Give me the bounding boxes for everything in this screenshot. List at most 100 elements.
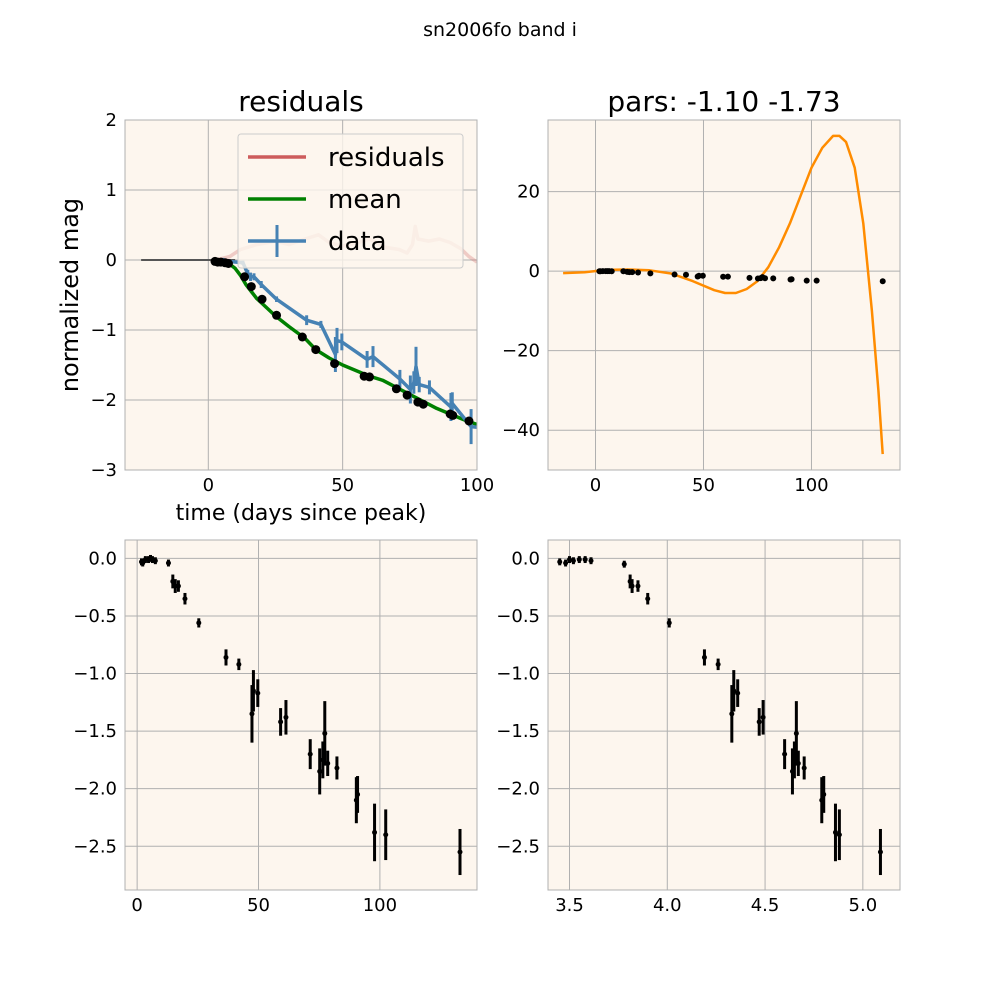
- data-point: [152, 558, 158, 564]
- y-tick-label: 1: [106, 180, 117, 201]
- data-point: [255, 690, 261, 696]
- plot-area: [548, 120, 900, 470]
- axes-frame: [124, 539, 478, 891]
- data-point: [720, 273, 727, 280]
- data-point: [699, 272, 706, 279]
- data-point: [671, 271, 678, 278]
- y-tick-label: −0.5: [73, 606, 117, 627]
- data-point: [756, 719, 762, 725]
- data-point: [334, 765, 340, 771]
- axes-frame: [124, 119, 478, 471]
- plot-content: [139, 554, 463, 876]
- legend-label-residuals: residuals: [328, 143, 445, 173]
- y-tick-label: −20: [502, 341, 540, 362]
- data-point: [317, 768, 323, 774]
- y-axis-label: normalized mag: [56, 198, 84, 392]
- data-point: [250, 688, 256, 694]
- data-point: [567, 557, 573, 563]
- data-point: [682, 271, 689, 278]
- x-tick-label: 50: [692, 475, 715, 496]
- y-tick-label: −2: [90, 390, 117, 411]
- axes-frame: [547, 119, 901, 471]
- data-point: [322, 730, 328, 736]
- data-point: [457, 849, 463, 855]
- data-point: [278, 719, 284, 725]
- y-tick-label: −1.5: [73, 721, 117, 742]
- data-point: [813, 277, 820, 284]
- y-tick-label: −1.0: [496, 664, 540, 685]
- data-point: [770, 275, 777, 282]
- data-point: [879, 278, 886, 285]
- sample-point: [365, 372, 375, 382]
- sample-point: [418, 399, 428, 409]
- data-point: [588, 558, 594, 564]
- y-tick-label: 0.0: [511, 548, 540, 569]
- y-tick-label: −3: [90, 460, 117, 481]
- data-point: [803, 277, 810, 284]
- x-tick-label: 5.0: [849, 895, 878, 916]
- sample-point: [272, 310, 282, 320]
- sample-point: [223, 259, 233, 268]
- y-tick-label: −1: [90, 320, 117, 341]
- legend: residuals mean data: [237, 133, 464, 269]
- data-point: [715, 661, 721, 667]
- data-point: [645, 596, 651, 602]
- data-point: [729, 711, 735, 717]
- sample-point: [257, 294, 267, 304]
- data-point: [576, 557, 582, 563]
- data-point: [175, 583, 181, 589]
- y-tick-label: 0.0: [88, 548, 117, 569]
- data-point: [821, 791, 827, 797]
- y-tick-label: −1.0: [73, 664, 117, 685]
- data-point: [608, 268, 615, 275]
- subplot-2: 0 50 100 −40 −20 0 20 pars: -1.10 -1.73: [502, 85, 901, 496]
- data-point: [582, 557, 588, 563]
- x-tick-label: 4.0: [653, 895, 682, 916]
- data-point: [182, 596, 188, 602]
- x-tick-label: 100: [363, 895, 397, 916]
- data-point: [731, 688, 737, 694]
- data-point: [836, 832, 842, 838]
- x-tick-label: 100: [460, 475, 494, 496]
- subplot-title: pars: -1.10 -1.73: [607, 85, 840, 118]
- y-tick-label: 0: [106, 250, 117, 271]
- data-point: [701, 654, 707, 660]
- data-point: [795, 760, 801, 766]
- data-point: [635, 269, 642, 276]
- data-point: [629, 269, 636, 276]
- data-point: [621, 561, 627, 567]
- plot-content: [563, 134, 886, 455]
- plot-content: [557, 556, 883, 876]
- y-tick-label: −2.5: [496, 836, 540, 857]
- legend-box: [237, 133, 464, 269]
- x-tick-label: 0: [203, 475, 214, 496]
- x-tick-label: 100: [794, 475, 828, 496]
- data-point: [563, 560, 569, 566]
- data-point: [325, 760, 331, 766]
- data-point: [196, 620, 202, 626]
- data-point: [283, 714, 289, 720]
- x-tick-label: 50: [331, 475, 354, 496]
- legend-label-data: data: [328, 227, 387, 257]
- legend-label-mean: mean: [328, 185, 402, 215]
- data-point: [762, 275, 769, 282]
- subplot-3: 0 50 100 −2.5 −2.0 −1.5 −1.0 −0.5 0.0: [73, 539, 478, 916]
- data-point: [307, 751, 313, 757]
- data-point: [629, 583, 635, 589]
- data-point: [801, 765, 807, 771]
- data-point: [760, 714, 766, 720]
- y-tick-label: 0: [529, 261, 540, 282]
- data-point: [236, 661, 242, 667]
- data-point: [570, 558, 576, 564]
- sample-point: [297, 332, 307, 342]
- sample-point: [246, 282, 256, 292]
- data-point: [832, 829, 838, 835]
- data-point: [355, 791, 361, 797]
- data-point: [788, 276, 795, 283]
- sample-point: [240, 272, 250, 282]
- data-point: [383, 832, 389, 838]
- data-point: [735, 690, 741, 696]
- sample-point: [402, 390, 412, 400]
- x-tick-label: 50: [247, 895, 270, 916]
